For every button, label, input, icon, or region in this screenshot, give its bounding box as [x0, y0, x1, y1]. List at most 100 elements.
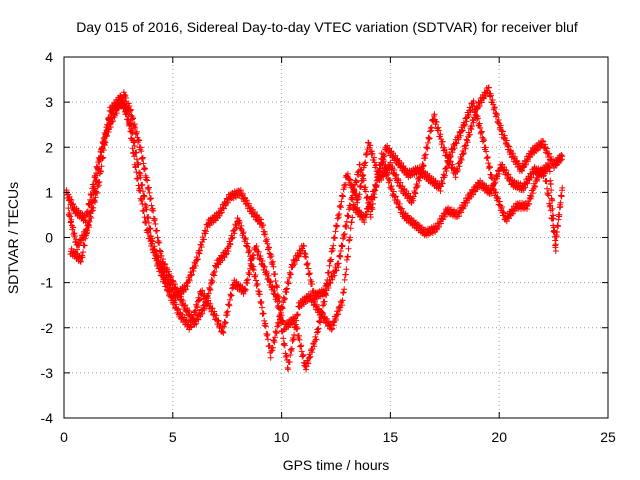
data-point: [474, 115, 481, 122]
data-point: [336, 252, 343, 259]
data-point: [477, 124, 484, 131]
data-point: [132, 164, 139, 171]
data-point: [488, 190, 495, 197]
data-point: [89, 198, 96, 205]
data-point: [306, 354, 313, 361]
data-point: [287, 346, 294, 353]
data-point: [449, 161, 456, 168]
data-point: [559, 184, 566, 191]
data-point: [360, 177, 367, 184]
data-point: [423, 144, 430, 151]
data-point: [344, 170, 351, 177]
data-point: [87, 210, 94, 217]
data-point: [242, 235, 249, 242]
data-point: [188, 272, 195, 279]
data-point: [398, 206, 405, 213]
data-point: [270, 263, 277, 270]
y-tick-label: 1: [45, 184, 53, 200]
data-point: [269, 344, 276, 351]
data-point: [334, 215, 341, 222]
data-point: [466, 131, 473, 138]
data-point: [264, 240, 271, 247]
data-point: [440, 171, 447, 178]
data-point: [391, 167, 398, 174]
data-point: [146, 196, 153, 203]
data-point: [190, 268, 197, 275]
data-point: [131, 123, 138, 130]
data-point: [332, 228, 339, 235]
y-tick-label: -4: [41, 410, 54, 426]
data-point: [386, 145, 393, 152]
data-point: [328, 326, 335, 333]
data-point: [462, 145, 469, 152]
data-point: [437, 131, 444, 138]
data-point: [447, 153, 454, 160]
data-point: [337, 202, 344, 209]
data-point: [269, 258, 276, 265]
data-point: [207, 287, 214, 294]
data-point: [424, 139, 431, 146]
data-point: [451, 145, 458, 152]
data-point: [376, 166, 383, 173]
data-point: [386, 177, 393, 184]
data-point: [350, 187, 357, 194]
data-point: [209, 305, 216, 312]
data-point: [383, 166, 390, 173]
data-point: [325, 318, 332, 325]
data-point: [488, 171, 495, 178]
data-point: [243, 197, 250, 204]
data-point: [347, 176, 354, 183]
data-point: [215, 317, 222, 324]
data-point: [115, 105, 122, 112]
data-point: [199, 310, 206, 317]
data-point: [311, 298, 318, 305]
data-point: [220, 323, 227, 330]
data-point: [305, 265, 312, 272]
data-point: [199, 287, 206, 294]
data-point: [399, 183, 406, 190]
data-point: [416, 177, 423, 184]
data-point: [492, 189, 499, 196]
data-point: [555, 223, 562, 230]
data-point: [384, 171, 391, 178]
data-point: [386, 177, 393, 184]
data-point: [275, 302, 282, 309]
data-point: [193, 320, 200, 327]
data-point: [256, 291, 263, 298]
data-point: [441, 172, 448, 179]
data-point: [307, 292, 314, 299]
data-point: [135, 182, 142, 189]
data-point: [210, 269, 217, 276]
data-point: [393, 171, 400, 178]
data-point: [259, 257, 266, 264]
data-point: [154, 234, 161, 241]
data-point: [139, 200, 146, 207]
data-point: [429, 117, 436, 124]
data-point: [362, 214, 369, 221]
data-point: [283, 289, 290, 296]
data-point: [269, 347, 276, 354]
data-point: [301, 250, 308, 257]
data-point: [267, 279, 274, 286]
data-point: [439, 138, 446, 145]
data-point: [261, 263, 268, 270]
data-point: [309, 281, 316, 288]
data-point: [364, 194, 371, 201]
data-point: [454, 167, 461, 174]
data-point: [488, 92, 495, 99]
data-point: [340, 289, 347, 296]
data-point: [329, 325, 336, 332]
data-point: [327, 257, 334, 264]
data-point: [147, 225, 154, 232]
data-point: [278, 327, 285, 334]
data-point: [296, 332, 303, 339]
data-point: [552, 248, 559, 255]
data-point: [280, 335, 287, 342]
data-point: [307, 353, 314, 360]
data-point: [67, 213, 74, 220]
data-point: [484, 154, 491, 161]
data-point: [240, 229, 247, 236]
data-point: [288, 345, 295, 352]
data-point: [98, 163, 105, 170]
